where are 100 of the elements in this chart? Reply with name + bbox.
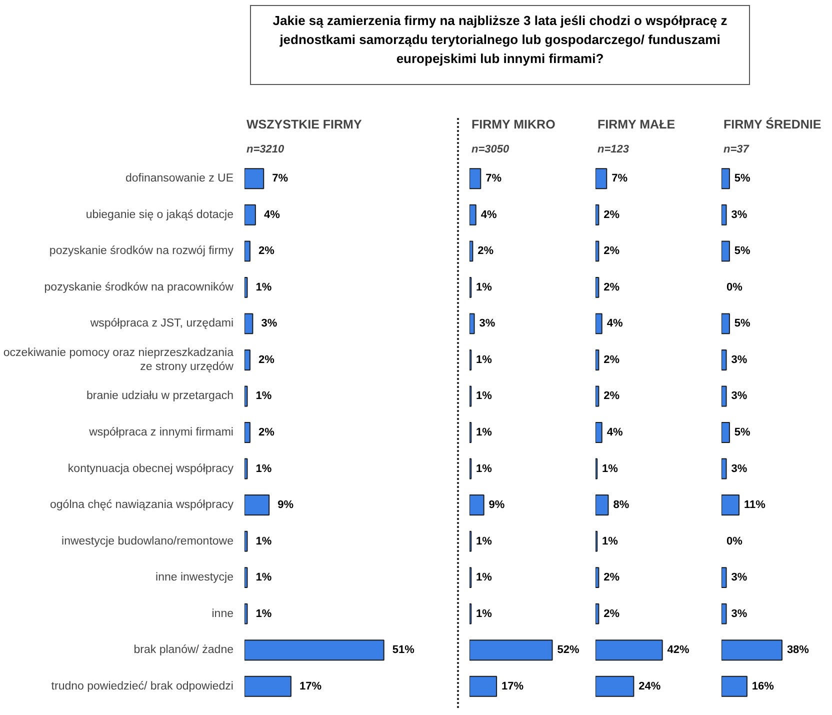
- data-label: 7%: [612, 172, 628, 185]
- bar: [244, 603, 248, 624]
- data-label: 2%: [258, 426, 275, 438]
- y-tick-label: inwestycje budowlano/remontowe: [62, 535, 234, 548]
- bar: [596, 567, 600, 588]
- data-label: 4%: [606, 426, 623, 438]
- chart-subtitle: n=123: [598, 144, 629, 156]
- data-label: 51%: [392, 644, 415, 656]
- data-label: 3%: [261, 318, 278, 330]
- data-label: 3%: [731, 572, 748, 584]
- bar: [244, 240, 250, 262]
- bar: [470, 204, 476, 226]
- bar: [596, 240, 600, 262]
- bar: [596, 313, 602, 334]
- bar: [244, 494, 270, 516]
- bar: [470, 676, 498, 697]
- chart-title: FIRMY MIKRO: [472, 118, 556, 132]
- data-label: 2%: [258, 245, 275, 258]
- data-label: 2%: [604, 354, 620, 366]
- bar: [244, 567, 248, 588]
- y-tick-label: inne: [212, 608, 234, 620]
- y-tick-label: ogólna chęć nawiązania współpracy: [50, 499, 234, 512]
- data-label: 2%: [604, 281, 620, 294]
- bar: [596, 276, 600, 298]
- data-label: 16%: [752, 680, 774, 692]
- bar: [722, 204, 727, 226]
- bar: [722, 676, 748, 697]
- chart-subtitle: n=37: [724, 144, 750, 156]
- data-label: 3%: [731, 390, 748, 402]
- data-label: 2%: [258, 354, 275, 366]
- bar: [596, 168, 608, 190]
- bar: [470, 494, 484, 516]
- bar: [470, 640, 553, 661]
- bar: [596, 386, 600, 407]
- chart-subtitle: n=3050: [472, 144, 510, 156]
- y-tick-label: oczekiwanie pomocy oraz nieprzeszkadzania ze strony urzędów: [3, 346, 234, 374]
- data-label: 3%: [731, 354, 748, 366]
- bar: [244, 204, 256, 226]
- data-label: 2%: [604, 572, 620, 584]
- y-tick-label: kontynuacja obecnej współpracy: [68, 462, 234, 475]
- bar: [596, 676, 634, 697]
- data-label: 0%: [726, 535, 743, 548]
- data-label: 17%: [299, 680, 322, 692]
- y-tick-label: współpraca z innymi firmami: [88, 426, 234, 438]
- bar: [244, 386, 248, 407]
- bar: [244, 676, 292, 697]
- bar: [596, 204, 600, 226]
- chart-title: FIRMY ŚREDNIE: [724, 116, 822, 132]
- bar: [722, 494, 740, 516]
- data-label: 11%: [744, 499, 766, 512]
- bar: [722, 168, 730, 190]
- data-label: 4%: [264, 208, 280, 221]
- data-label: 9%: [278, 499, 294, 512]
- y-tick-label: ubieganie się o jakąś dotacje: [86, 208, 234, 221]
- data-label: 1%: [256, 462, 272, 475]
- data-label: 1%: [476, 535, 492, 548]
- bar: [244, 422, 250, 443]
- bar: [722, 386, 727, 407]
- data-label: 2%: [604, 608, 620, 620]
- data-label: 8%: [613, 499, 630, 512]
- data-label: 42%: [667, 644, 690, 656]
- bar: [244, 640, 384, 661]
- data-label: 3%: [731, 208, 748, 221]
- data-label: 1%: [256, 608, 272, 620]
- data-label: 3%: [731, 462, 748, 475]
- bar: [722, 567, 727, 588]
- y-tick-label: współpraca z JST, urzędami: [89, 318, 234, 330]
- data-label: 4%: [480, 208, 497, 221]
- bar: [244, 276, 248, 298]
- bar: [596, 422, 602, 443]
- y-tick-label: pozyskanie środków na rozwój firmy: [49, 245, 234, 258]
- bar: [596, 640, 663, 661]
- data-label: 52%: [557, 644, 580, 656]
- data-label: 1%: [476, 281, 492, 294]
- data-label: 2%: [604, 245, 620, 258]
- data-label: 9%: [488, 499, 505, 512]
- bar: [722, 313, 730, 334]
- y-tick-label: branie udziału w przetargach: [86, 390, 234, 402]
- data-label: 3%: [479, 318, 496, 330]
- data-label: 2%: [478, 245, 494, 258]
- data-label: 7%: [486, 172, 502, 185]
- data-label: 1%: [256, 572, 272, 584]
- data-label: 1%: [476, 608, 492, 620]
- bar: [596, 603, 600, 624]
- data-label: 5%: [734, 318, 751, 330]
- data-label: 24%: [638, 680, 661, 692]
- y-tick-label: inne inwestycje: [156, 572, 234, 584]
- bar: [244, 313, 254, 334]
- bar: [244, 530, 248, 552]
- bar: [470, 313, 475, 334]
- bar: [722, 458, 727, 480]
- data-label: 1%: [256, 535, 272, 548]
- data-label: 1%: [476, 572, 492, 584]
- bar: [244, 458, 248, 480]
- data-label: 1%: [476, 462, 492, 475]
- data-label: 1%: [476, 390, 492, 402]
- bar: [596, 349, 600, 370]
- data-label: 1%: [256, 281, 272, 294]
- data-label: 17%: [502, 680, 524, 692]
- chart-subtitle: n=3210: [246, 144, 285, 156]
